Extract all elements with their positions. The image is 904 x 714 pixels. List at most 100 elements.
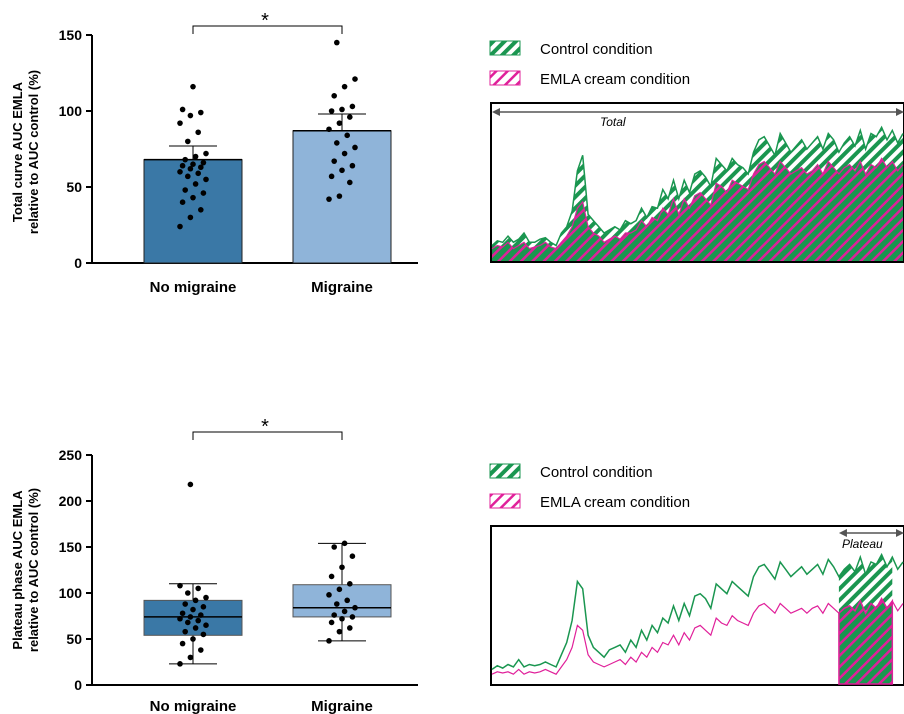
data-point [177,223,183,230]
total-curve-panel: Control condition EMLA cream condition T… [489,40,904,263]
data-point [195,129,201,136]
data-point [352,76,358,82]
data-point [182,156,188,163]
x-label-migraine: Migraine [311,698,373,714]
data-point [349,103,356,110]
data-point [187,654,194,661]
data-point [339,564,345,571]
data-point [339,106,345,113]
total-curve-frame [490,102,904,263]
data-point [190,606,196,613]
box-plot-panel: 0 50 100 150 200 250 No migraine Migraine Plat… [10,416,418,714]
data-point [190,83,196,90]
total-range-arrowhead-right [896,108,904,116]
data-point [349,553,356,559]
data-point [177,615,183,622]
data-point [328,108,335,114]
legend-swatch-control-top [489,40,521,56]
data-point [192,153,199,160]
total-control-line [491,125,904,247]
box-plot-ylabel-line2: relative to AUC control (%) [26,488,41,652]
bar-no-migraine [143,159,243,264]
data-point [195,585,201,592]
data-point [331,158,338,164]
data-point [347,114,353,120]
data-point [190,194,196,201]
plateau-emla-area [838,597,894,685]
plateau-annotation: Plateau [842,537,883,551]
data-point [203,594,209,601]
data-point [341,608,348,615]
data-point [200,604,207,610]
box-plot-y-axis: 0 50 100 150 200 250 [59,447,418,693]
data-point [352,144,358,151]
data-point [182,601,188,607]
total-annotation: Total [600,115,626,129]
data-point [334,140,340,146]
data-point [347,581,353,587]
data-point [326,638,332,644]
data-point [328,619,335,626]
data-point [185,590,191,596]
bar-chart-x-labels: No migraine Migraine [150,279,373,296]
box-plot-y-tick-label: 250 [59,447,83,463]
data-point [349,614,356,620]
data-point [192,181,199,187]
data-point [177,661,183,667]
box-plot-y-tick-label: 0 [74,677,82,693]
data-point [336,193,343,199]
legend-swatch-emla-top [489,70,521,86]
data-point [326,592,332,598]
data-point [334,601,340,607]
legend-label-emla-top: EMLA cream condition [540,71,690,88]
plateau-curve-frame [490,525,904,686]
bar-chart-y-tick-label: 150 [59,27,83,43]
box-plot-boxes [143,542,392,665]
data-point [328,173,335,180]
box-plot-points [177,481,358,667]
bar-chart-ylabel-line2: relative to AUC control (%) [26,70,41,234]
data-point [344,597,351,604]
bar-chart-y-tick-label: 50 [66,179,82,195]
x-label-no-migraine: No migraine [150,698,237,714]
data-point [341,540,348,547]
plateau-arrowhead-left [838,529,847,537]
plateau-range-arrow [838,529,904,537]
bar-chart-significance-star: * [261,10,269,32]
data-point [347,179,353,186]
box-plot-y-tick-label: 50 [66,631,82,647]
total-range-arrowhead-left [492,108,500,116]
data-point [326,126,332,133]
total-emla-line [491,157,904,250]
data-point [328,573,335,580]
data-point [334,39,340,46]
legend-label-emla-bottom: EMLA cream condition [540,494,690,511]
data-point [203,622,209,628]
box-plot-ylabel-line1: Plateau phase AUC EMLA [10,490,25,650]
data-point [195,170,201,177]
data-point [336,628,343,635]
data-point [331,93,338,99]
data-point [177,169,183,175]
bar-chart-ylabel-line1: Total curve AUC EMLA [10,81,25,222]
data-point [198,207,204,213]
box-plot-y-tick-label: 150 [59,539,83,555]
data-point [187,112,194,119]
data-point [198,647,204,653]
data-point [339,167,345,174]
box-plot-y-tick-label: 100 [59,585,83,601]
data-point [200,190,207,196]
total-curve-areas [491,125,904,261]
data-point [179,162,186,169]
data-point [198,164,204,171]
data-point [187,214,194,221]
data-point [326,196,332,202]
data-point [336,586,343,593]
data-point [179,106,186,113]
data-point [190,636,196,642]
bar-chart-points [177,39,358,230]
data-point [185,138,191,145]
data-point [331,612,338,618]
data-point [336,120,343,126]
data-point [198,109,204,116]
